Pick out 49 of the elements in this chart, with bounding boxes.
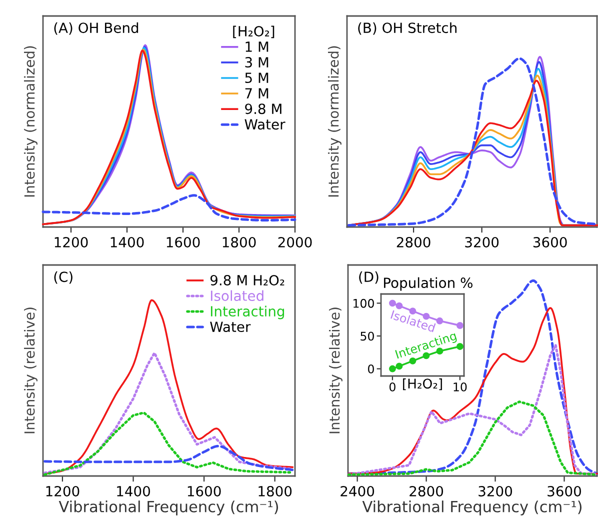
y-axis-title: Intensity (relative) — [24, 308, 38, 434]
x-tick-label: 1400 — [110, 236, 144, 248]
legend-title: [H₂O₂] — [233, 26, 274, 38]
legend-label: Interacting — [210, 306, 284, 320]
legend-label: 3 M — [245, 57, 268, 68]
x-tick-label: 10 — [454, 382, 467, 392]
x-tick-label: 3200 — [465, 236, 499, 248]
legend-label: 1 M — [246, 42, 268, 52]
point — [456, 322, 464, 329]
point — [396, 302, 403, 310]
y-axis-title: Intensity (normalized) — [328, 46, 342, 197]
x-tick-label: 2400 — [340, 486, 374, 496]
chart-title: (B) OH Stretch — [358, 22, 456, 35]
x-tick-label: 2800 — [410, 486, 444, 496]
chart-title: (A) OH Bend — [54, 22, 138, 35]
chart-title: Population % — [384, 277, 472, 291]
x-axis-title: [H₂O₂] — [403, 378, 442, 390]
x-tick-label: 3600 — [533, 236, 567, 248]
x-tick-label: 2000 — [278, 236, 312, 248]
x-tick-label: 2800 — [396, 236, 430, 248]
legend-label: Isolated — [210, 290, 264, 301]
legend-label: 5 M — [245, 72, 268, 84]
legend-label: 9.8 M — [245, 104, 282, 114]
y-tick-label: 100 — [354, 298, 374, 308]
y-tick-label: 0 — [368, 364, 374, 374]
y-tick-label: 50 — [360, 332, 374, 341]
legend-label: 9.8 M H₂O₂ — [210, 274, 284, 286]
chart-title: (D) — [359, 271, 378, 284]
x-tick-label: 1600 — [166, 236, 200, 248]
x-tick-label: 3600 — [548, 486, 581, 496]
point — [389, 365, 396, 372]
point — [396, 362, 403, 370]
y-axis-title: Intensity (relative) — [329, 308, 342, 434]
point — [389, 300, 396, 307]
x-tick-label: 1800 — [222, 236, 256, 248]
chart-title: (C) — [54, 271, 72, 284]
x-tick-label: 1400 — [117, 486, 150, 496]
y-axis-title: Intensity (normalized) — [24, 46, 38, 197]
x-tick-label: 1600 — [188, 486, 221, 496]
x-axis-title: Vibrational Frequency (cm⁻¹) — [362, 500, 582, 516]
legend-label: Water — [244, 119, 286, 130]
x-tick-label: 1200 — [46, 486, 80, 496]
x-tick-label: 1800 — [258, 486, 292, 496]
legend-label: Water — [210, 322, 251, 332]
x-tick-label: 3200 — [478, 486, 512, 496]
x-axis-title: Vibrational Frequency (cm⁻¹) — [58, 500, 278, 516]
legend-label: 7 M — [245, 88, 268, 98]
point — [436, 317, 444, 324]
x-tick-label: 1200 — [54, 236, 88, 248]
